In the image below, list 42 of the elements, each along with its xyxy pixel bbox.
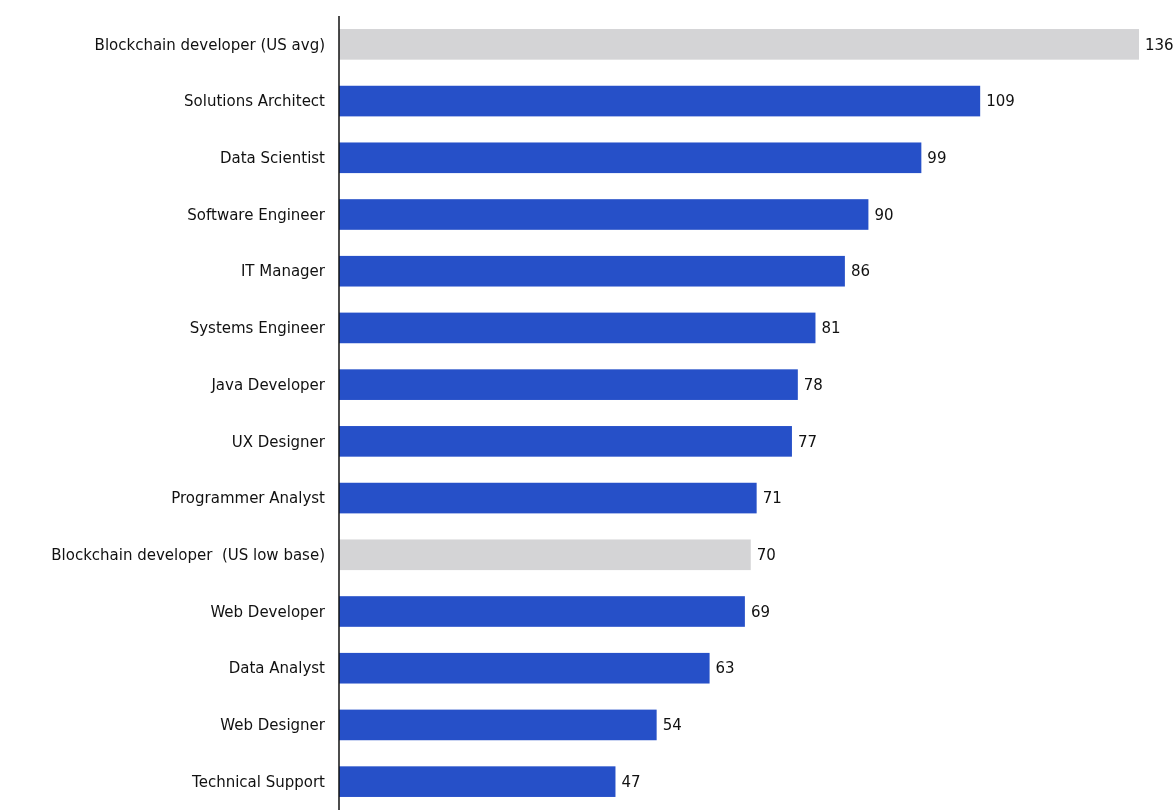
data-label: 90 [874, 205, 894, 224]
bar [339, 199, 869, 230]
bar [339, 312, 816, 344]
y-tick-label: UX Designer [231, 432, 326, 451]
bar [339, 596, 745, 627]
y-tick-label: Technical Support [191, 772, 326, 791]
data-label: 86 [850, 262, 870, 281]
bar [339, 255, 845, 287]
y-tick-label: Software Engineer [187, 205, 326, 224]
y-tick-label: IT Manager [240, 262, 326, 281]
y-tick-label: Java Developer [210, 375, 326, 394]
data-label: 81 [821, 319, 841, 338]
bar [339, 426, 792, 457]
data-label: 71 [762, 489, 782, 508]
data-label: 77 [797, 432, 818, 451]
bar [339, 482, 757, 514]
bar [339, 369, 798, 400]
bar [339, 766, 616, 797]
data-label: 69 [750, 602, 770, 621]
y-tick-label: Web Developer [210, 602, 326, 621]
y-tick-label: Web Designer [220, 716, 326, 735]
data-label: 63 [715, 659, 735, 678]
data-label: 70 [756, 546, 776, 565]
bar [339, 85, 981, 117]
y-tick-label: Blockchain developer (US low base) [51, 546, 325, 565]
y-tick-label: Solutions Architect [184, 92, 326, 111]
data-label: 54 [662, 716, 682, 735]
data-label: 136 [1145, 35, 1174, 54]
y-tick-label: Programmer Analyst [171, 489, 326, 508]
data-label: 99 [927, 149, 947, 168]
bar [339, 652, 710, 684]
data-label: 47 [621, 772, 641, 791]
bar [339, 142, 922, 174]
data-label: 78 [803, 375, 823, 394]
bar [339, 29, 1139, 60]
data-label: 109 [986, 92, 1015, 111]
y-tick-label: Data Scientist [220, 149, 326, 168]
y-tick-label: Systems Engineer [189, 319, 326, 338]
bar [339, 539, 751, 571]
y-tick-label: Data Analyst [228, 659, 326, 678]
bar [339, 709, 657, 741]
y-tick-label: Blockchain developer (US avg) [94, 35, 325, 54]
